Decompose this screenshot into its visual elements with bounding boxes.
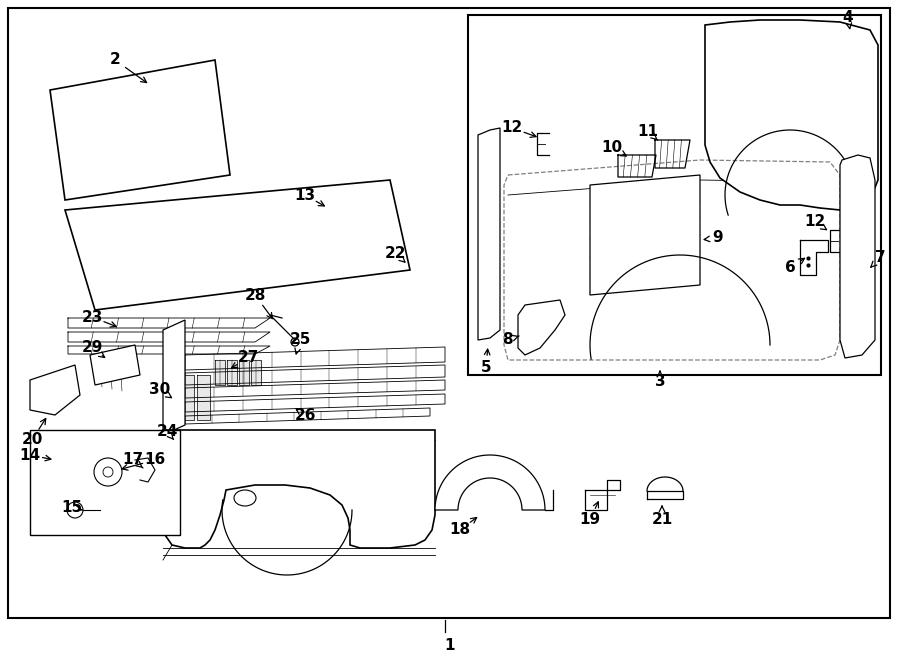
- Polygon shape: [227, 360, 237, 385]
- Text: 17: 17: [122, 453, 144, 467]
- Polygon shape: [705, 20, 878, 210]
- Polygon shape: [185, 347, 445, 370]
- Text: 9: 9: [713, 231, 724, 245]
- Polygon shape: [239, 360, 249, 385]
- Polygon shape: [181, 375, 194, 420]
- Polygon shape: [185, 365, 445, 385]
- Polygon shape: [478, 128, 500, 340]
- Text: 19: 19: [580, 512, 600, 527]
- Polygon shape: [185, 380, 445, 398]
- Polygon shape: [65, 180, 410, 310]
- Text: 11: 11: [637, 124, 659, 139]
- Polygon shape: [618, 155, 656, 177]
- Polygon shape: [68, 318, 270, 328]
- Text: 20: 20: [22, 432, 42, 447]
- Polygon shape: [518, 300, 565, 355]
- Ellipse shape: [234, 490, 256, 506]
- Text: 22: 22: [384, 245, 406, 260]
- Polygon shape: [68, 332, 270, 342]
- Text: 24: 24: [157, 424, 177, 440]
- Text: 2: 2: [110, 52, 121, 67]
- Text: 16: 16: [144, 453, 166, 467]
- Text: 29: 29: [81, 340, 103, 356]
- Text: 26: 26: [294, 407, 316, 422]
- Bar: [30, 430, 180, 535]
- Polygon shape: [251, 360, 261, 385]
- Text: 21: 21: [652, 512, 672, 527]
- Text: 8: 8: [501, 332, 512, 348]
- Polygon shape: [435, 455, 545, 510]
- Text: 7: 7: [875, 251, 886, 266]
- Polygon shape: [590, 175, 700, 295]
- Polygon shape: [185, 394, 445, 412]
- Text: 12: 12: [501, 120, 523, 136]
- Text: 30: 30: [149, 383, 171, 397]
- Text: 28: 28: [244, 288, 266, 303]
- Polygon shape: [50, 60, 230, 200]
- Text: 14: 14: [20, 447, 40, 463]
- Text: 5: 5: [481, 360, 491, 375]
- Text: 23: 23: [81, 309, 103, 325]
- Text: 12: 12: [805, 215, 825, 229]
- Text: 27: 27: [238, 350, 258, 366]
- Polygon shape: [163, 320, 185, 435]
- Polygon shape: [585, 480, 620, 510]
- Text: 18: 18: [449, 522, 471, 537]
- Polygon shape: [655, 140, 690, 168]
- Bar: [468, 15, 881, 375]
- Polygon shape: [165, 375, 178, 420]
- Polygon shape: [185, 408, 430, 424]
- Text: 13: 13: [294, 188, 316, 202]
- Text: 15: 15: [61, 500, 83, 516]
- Text: 4: 4: [842, 11, 853, 26]
- Polygon shape: [90, 345, 140, 385]
- Text: 1: 1: [445, 637, 455, 652]
- Text: 6: 6: [785, 260, 796, 276]
- Text: 3: 3: [654, 375, 665, 389]
- Polygon shape: [840, 155, 875, 358]
- Polygon shape: [68, 346, 270, 354]
- Text: 10: 10: [601, 141, 623, 155]
- Polygon shape: [215, 360, 225, 385]
- Polygon shape: [647, 491, 683, 499]
- Polygon shape: [800, 240, 828, 275]
- Polygon shape: [30, 365, 80, 415]
- Polygon shape: [163, 430, 435, 548]
- Polygon shape: [197, 375, 210, 420]
- Text: 25: 25: [289, 332, 310, 348]
